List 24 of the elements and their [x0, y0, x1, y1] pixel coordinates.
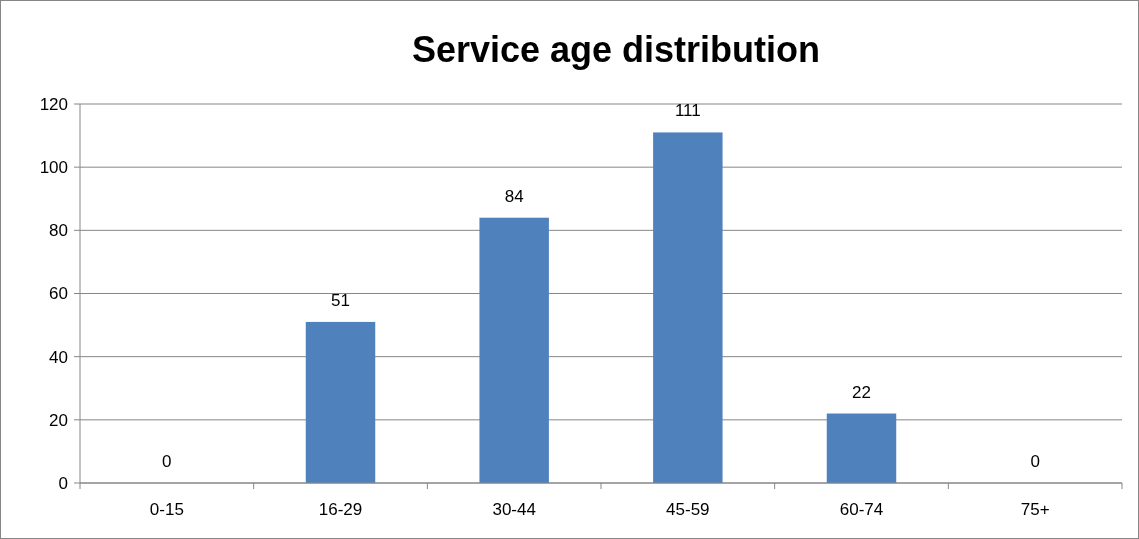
- y-tick-label: 40: [49, 347, 68, 367]
- x-tick-label: 0-15: [149, 500, 184, 519]
- data-label: 22: [852, 382, 871, 402]
- x-tick-label: 45-59: [666, 500, 710, 519]
- y-tick-label: 100: [39, 158, 68, 178]
- x-tick-label: 16-29: [318, 500, 363, 519]
- y-tick-label: 0: [58, 473, 68, 493]
- data-label: 0: [162, 452, 172, 471]
- data-label: 0: [1030, 452, 1040, 471]
- y-tick-label: 80: [49, 221, 68, 241]
- data-label: 51: [331, 290, 350, 310]
- y-tick-label: 20: [49, 410, 68, 430]
- data-label: 84: [504, 186, 524, 206]
- bar: [479, 217, 549, 483]
- x-tick-label: 60-74: [839, 500, 884, 519]
- y-tick-label: 120: [39, 94, 68, 114]
- y-tick-label: 60: [49, 284, 68, 304]
- x-tick-label: 30-44: [492, 500, 536, 519]
- bar: [653, 132, 723, 483]
- bar: [305, 321, 376, 483]
- bar: [826, 413, 897, 483]
- data-label: 111: [674, 101, 701, 121]
- chart-title: Service age distribution: [411, 29, 821, 70]
- x-tick-label: 75+: [1020, 500, 1050, 519]
